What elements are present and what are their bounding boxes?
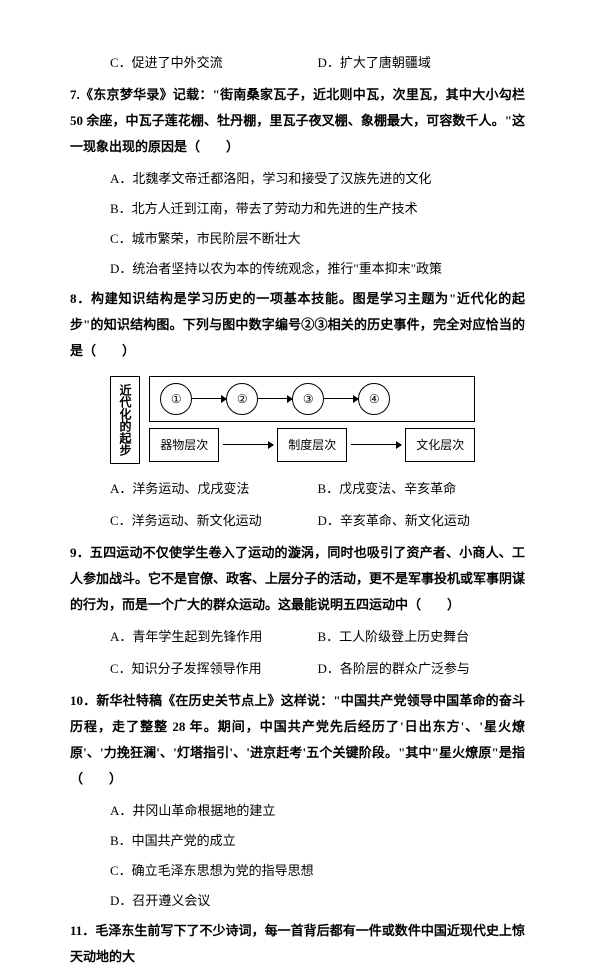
q7-option-b: B．北方人迁到江南，带去了劳动力和先进的生产技术 (110, 196, 525, 222)
q9-option-b: B．工人阶级登上历史舞台 (318, 624, 526, 650)
diagram-bot-arrow (223, 444, 273, 446)
diagram-box-2: 制度层次 (277, 428, 347, 462)
q10-option-b: B．中国共产党的成立 (110, 828, 525, 854)
diagram-main: ① ② ③ ④ 器物层次 制度层次 文化层次 (149, 376, 475, 462)
diagram-box-3: 文化层次 (405, 428, 475, 462)
option-d: D．扩大了唐朝疆域 (318, 50, 526, 76)
q8-row2: C．洋务运动、新文化运动 D．辛亥革命、新文化运动 (110, 508, 525, 534)
q10-option-d: D．召开遵义会议 (110, 888, 525, 914)
q10-option-a: A．井冈山革命根据地的建立 (110, 798, 525, 824)
q8-row1: A．洋务运动、戊戌变法 B．戊戌变法、辛亥革命 (110, 476, 525, 502)
q10-option-c: C．确立毛泽东思想为党的指导思想 (110, 858, 525, 884)
q6-options-tail: C．促进了中外交流 D．扩大了唐朝疆域 (110, 50, 525, 76)
q8-option-a: A．洋务运动、戊戌变法 (110, 476, 318, 502)
diagram-box-1: 器物层次 (149, 428, 219, 462)
diagram-arrow (324, 398, 358, 400)
diagram-circle-1: ① (160, 383, 192, 415)
q7-option-d: D．统治者坚持以农为本的传统观念，推行"重本抑末"政策 (110, 256, 525, 282)
q7-stem: 7.《东京梦华录》记载："街南桑家瓦子，近北则中瓦，次里瓦，其中大小勾栏 50 … (70, 82, 525, 160)
q7-option-c: C．城市繁荣，市民阶层不断壮大 (110, 226, 525, 252)
q10-stem: 10．新华社特稿《在历史关节点上》这样说："中国共产党领导中国革命的奋斗历程，走… (70, 688, 525, 792)
q7-option-a: A．北魏孝文帝迁都洛阳，学习和接受了汉族先进的文化 (110, 166, 525, 192)
q9-stem: 9．五四运动不仅使学生卷入了运动的漩涡，同时也吸引了资产者、小商人、工人参加战斗… (70, 540, 525, 618)
q9-row2: C．知识分子发挥领导作用 D．各阶层的群众广泛参与 (110, 656, 525, 682)
diagram-top-row: ① ② ③ ④ (149, 376, 475, 422)
q8-stem: 8．构建知识结构是学习历史的一项基本技能。图是学习主题为"近代化的起步"的知识结… (70, 286, 525, 364)
q9-row1: A．青年学生起到先锋作用 B．工人阶级登上历史舞台 (110, 624, 525, 650)
diagram-arrow (192, 398, 226, 400)
diagram-arrow (258, 398, 292, 400)
diagram-circle-4: ④ (358, 383, 390, 415)
q9-option-a: A．青年学生起到先锋作用 (110, 624, 318, 650)
q8-option-d: D．辛亥革命、新文化运动 (318, 508, 526, 534)
q11-stem: 11．毛泽东生前写下了不少诗词，每一首背后都有一件或数件中国近现代史上惊天动地的… (70, 918, 525, 970)
q8-option-c: C．洋务运动、新文化运动 (110, 508, 318, 534)
diagram-bottom-row: 器物层次 制度层次 文化层次 (149, 428, 475, 462)
diagram-title: 近代化的起步 (110, 376, 140, 464)
q8-diagram: 近代化的起步 ① ② ③ ④ 器物层次 制度层次 文化层次 (110, 376, 525, 464)
q8-option-b: B．戊戌变法、辛亥革命 (318, 476, 526, 502)
q9-option-d: D．各阶层的群众广泛参与 (318, 656, 526, 682)
option-c: C．促进了中外交流 (110, 50, 318, 76)
diagram-circle-2: ② (226, 383, 258, 415)
q9-option-c: C．知识分子发挥领导作用 (110, 656, 318, 682)
diagram-circle-3: ③ (292, 383, 324, 415)
diagram-bot-arrow (351, 444, 401, 446)
